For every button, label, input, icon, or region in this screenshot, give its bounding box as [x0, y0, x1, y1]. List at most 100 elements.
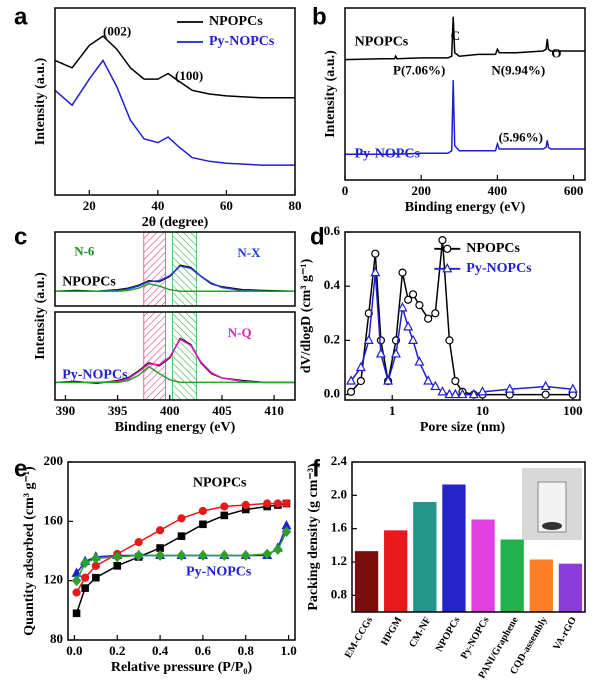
marker: [71, 575, 82, 587]
marker: [504, 383, 515, 393]
marker: [438, 236, 447, 245]
series-label: Py-NOPCs: [186, 565, 252, 580]
legend-label: Py-NOPCs: [466, 261, 532, 276]
series-line: [54, 58, 295, 166]
bar: [442, 484, 466, 612]
marker: [113, 562, 122, 570]
annotation: N(9.94%): [491, 63, 545, 78]
panel-label: e: [14, 455, 27, 482]
marker: [477, 386, 488, 396]
marker: [397, 302, 408, 312]
marker: [430, 380, 441, 391]
marker: [414, 356, 425, 366]
marker: [72, 609, 81, 618]
marker: [541, 390, 550, 399]
plot-frame: [54, 7, 296, 196]
x-tick-label: 400: [160, 403, 180, 418]
y-axis-label: Intensity (a.u.): [323, 50, 338, 138]
annotation: P(7.06%): [393, 63, 445, 78]
y-axis-label: dV/dlogD (cm³ g⁻¹): [299, 258, 314, 373]
x-tick-label: 0.4: [152, 643, 169, 658]
marker: [155, 526, 165, 535]
marker: [371, 249, 380, 258]
series-line: [345, 80, 585, 155]
series-line: [54, 35, 295, 99]
bar: [529, 559, 553, 612]
marker: [155, 550, 165, 561]
series-label: NPOPCs: [62, 275, 116, 290]
marker: [176, 550, 187, 561]
marker: [262, 548, 272, 560]
marker: [240, 550, 251, 561]
marker: [408, 290, 418, 299]
panel-label: b: [312, 3, 327, 30]
legend-label: NPOPCs: [209, 14, 263, 29]
marker: [390, 348, 401, 358]
marker: [450, 388, 461, 399]
marker: [540, 380, 551, 391]
marker: [370, 266, 381, 277]
plot-frame: [351, 461, 586, 613]
x-tick-label: 60: [220, 198, 233, 213]
marker: [263, 499, 272, 508]
marker: [443, 244, 452, 253]
x-tick-label: 0.0: [66, 643, 82, 658]
y-tick-label: 0.6: [324, 223, 341, 238]
y-tick-label: 0.8: [331, 586, 348, 601]
series-line: [350, 240, 573, 396]
peak-band: [143, 311, 166, 401]
x-axis-label: Binding energy (eV): [405, 200, 526, 215]
marker: [376, 336, 386, 345]
x-tick-label: EM-CCGs: [343, 615, 375, 660]
x-tick-label: 400: [488, 183, 508, 198]
marker: [80, 557, 90, 569]
y-tick-label: 2.0: [331, 486, 347, 501]
x-axis-label: Pore size (nm): [420, 420, 506, 435]
marker: [346, 387, 356, 396]
series-label: NPOPCs: [193, 476, 247, 491]
marker: [437, 386, 448, 396]
y-tick-label: 200: [44, 453, 64, 468]
series-line: [55, 283, 295, 292]
annotation: (002): [103, 23, 131, 38]
bar: [558, 563, 583, 612]
y-axis-label: Intensity (a.u.): [33, 57, 48, 145]
x-tick-label: 410: [264, 403, 284, 418]
panel-label: a: [14, 3, 28, 30]
marker: [442, 263, 453, 273]
annotation: N-X: [237, 245, 261, 260]
y-tick-label: 1.6: [331, 520, 348, 535]
bar: [471, 519, 495, 612]
inset-photo: [522, 468, 582, 540]
y-tick-label: 80: [50, 631, 63, 646]
x-axis-label: 2θ (degree): [142, 215, 209, 230]
marker: [356, 376, 366, 386]
x-axis-label: Binding energy (eV): [115, 420, 236, 435]
x-tick-label: HPGM: [379, 615, 404, 648]
y-axis-label: Intensity (a.u.): [33, 272, 48, 360]
x-tick-label: NPOPCs: [434, 615, 463, 654]
x-tick-label: 100: [563, 403, 583, 418]
x-tick-label: Py-NOPCs: [459, 615, 492, 661]
x-tick-label: 1.0: [280, 643, 296, 658]
bar: [384, 530, 408, 612]
marker: [567, 383, 578, 393]
plot-frame: [67, 461, 296, 641]
y-tick-label: 120: [44, 572, 64, 587]
x-tick-label: 0.8: [238, 643, 255, 658]
annotation: O: [551, 45, 561, 60]
annotation: C: [451, 28, 460, 43]
y-axis-label: Quantity adsorbed (cm³ g⁻¹): [22, 466, 37, 636]
bar: [500, 539, 524, 612]
marker: [81, 573, 90, 582]
marker: [415, 301, 424, 310]
series-line: [344, 16, 585, 61]
marker: [468, 388, 479, 399]
x-tick-label: 10: [476, 403, 489, 418]
x-tick-label: VA-rGO: [551, 615, 579, 652]
marker: [92, 573, 100, 582]
legend-label: Py-NOPCs: [209, 34, 275, 49]
plot-frame: [54, 311, 296, 401]
marker: [273, 499, 282, 508]
